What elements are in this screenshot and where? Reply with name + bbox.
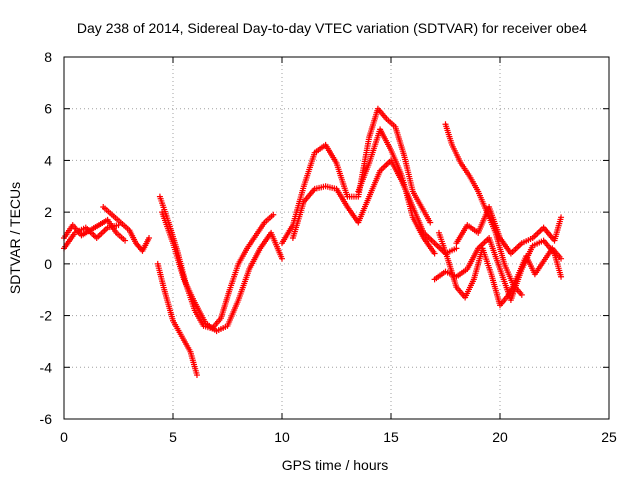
data-point [558, 255, 565, 262]
data-point [193, 372, 200, 379]
x-tick-label: 20 [492, 429, 508, 445]
data-points [61, 105, 565, 379]
data-point [558, 273, 565, 280]
data-point [270, 211, 277, 218]
data-point [518, 291, 525, 298]
y-tick-label: 2 [44, 204, 52, 220]
x-tick-label: 10 [274, 429, 290, 445]
plot-area-frame [63, 56, 610, 420]
data-point [122, 237, 129, 244]
y-axis-label: SDTVAR / TECUs [7, 182, 23, 294]
chart-title: Day 238 of 2014, Sidereal Day-to-day VTE… [77, 20, 587, 36]
data-point [431, 250, 438, 257]
data-point [558, 214, 565, 221]
x-tick-label: 15 [383, 429, 399, 445]
x-axis-label: GPS time / hours [282, 457, 389, 473]
y-tick-label: -6 [40, 411, 53, 427]
y-tick-label: 6 [44, 101, 52, 117]
y-tick-label: 0 [44, 256, 52, 272]
x-tick-label: 5 [169, 429, 177, 445]
y-tick-label: 8 [44, 49, 52, 65]
data-point [279, 255, 285, 262]
grid [64, 57, 609, 419]
x-tick-label: 25 [601, 429, 617, 445]
data-point [427, 219, 434, 226]
axis-ticks: 0 5 10 15 20 25 -6 -4 -2 0 2 4 6 8 [40, 49, 617, 445]
data-point [146, 235, 153, 241]
y-tick-label: -2 [40, 308, 53, 324]
y-tick-label: 4 [44, 152, 52, 168]
y-tick-label: -4 [40, 359, 53, 375]
x-tick-label: 0 [60, 429, 68, 445]
data-point [453, 245, 460, 252]
